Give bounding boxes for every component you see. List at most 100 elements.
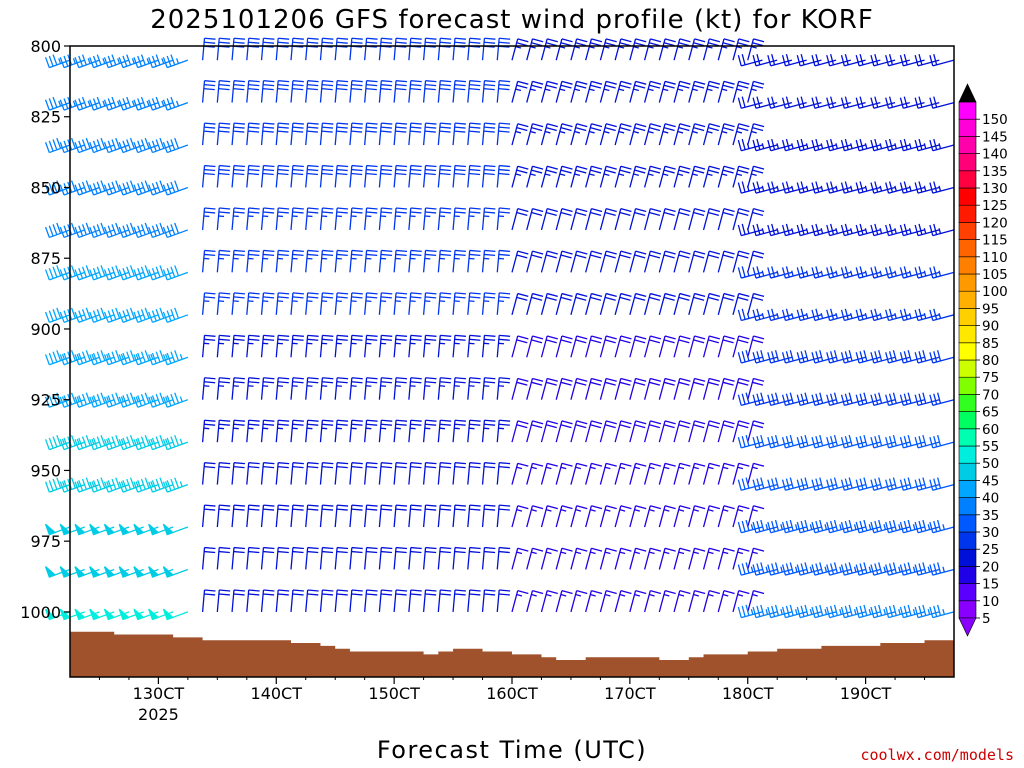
barb-feather xyxy=(848,350,853,362)
colorbar-label: 105 xyxy=(982,267,1008,283)
wind-barb xyxy=(526,505,544,528)
barb-feather xyxy=(694,208,706,213)
wind-barb xyxy=(717,590,735,613)
barb-feather xyxy=(708,42,719,47)
colorbar-segment xyxy=(958,531,977,550)
barb-feather xyxy=(170,351,176,363)
barb-feather xyxy=(133,481,139,493)
barb-feather xyxy=(933,393,938,405)
barb-feather xyxy=(796,564,801,576)
barb-feather xyxy=(204,80,216,83)
barb-feather xyxy=(855,479,860,491)
barb-feather xyxy=(263,508,275,511)
barb-feather xyxy=(454,377,466,380)
barb-feather xyxy=(96,266,102,278)
barb-feather xyxy=(322,419,334,422)
barb-half-feather xyxy=(91,396,95,402)
barb-feather xyxy=(366,419,378,422)
barb-feather xyxy=(859,266,864,278)
barb-feather xyxy=(48,98,54,109)
barb-feather xyxy=(440,207,452,210)
barb-feather xyxy=(844,223,849,235)
barb-pennant xyxy=(59,608,71,621)
barb-feather xyxy=(693,254,705,259)
barb-feather xyxy=(635,80,647,85)
barb-feather xyxy=(96,96,102,108)
barb-feather xyxy=(440,546,452,550)
barb-feather xyxy=(118,439,124,450)
barb-feather xyxy=(859,308,864,320)
barb-feather xyxy=(395,377,408,380)
barb-feather xyxy=(771,605,776,617)
barb-feather xyxy=(78,267,84,279)
barb-half-feather xyxy=(633,45,639,49)
barb-feather xyxy=(498,550,510,554)
barb-half-feather xyxy=(923,312,927,319)
wind-barb xyxy=(688,123,706,146)
wind-barb xyxy=(162,566,189,578)
barb-feather xyxy=(292,211,304,214)
barb-feather xyxy=(590,296,602,301)
barb-feather xyxy=(151,140,157,152)
barb-half-feather xyxy=(835,270,838,277)
barb-feather xyxy=(738,165,750,170)
credit-link[interactable]: coolwx.com/models xyxy=(860,746,1014,764)
wind-barb xyxy=(467,334,481,358)
barb-feather xyxy=(888,138,894,150)
barb-half-feather xyxy=(908,228,912,234)
barb-half-feather xyxy=(120,438,124,445)
barb-feather xyxy=(863,477,868,489)
barb-feather xyxy=(454,253,466,257)
wind-barb xyxy=(629,292,647,315)
wind-barb xyxy=(796,604,822,619)
barb-feather xyxy=(56,137,62,149)
barb-feather xyxy=(619,84,631,89)
barb-staff xyxy=(166,144,189,154)
barb-feather xyxy=(694,547,706,552)
barb-feather xyxy=(796,521,801,533)
barb-feather xyxy=(870,309,875,321)
barb-feather xyxy=(546,80,558,85)
barb-feather xyxy=(679,250,691,255)
wind-barb xyxy=(231,546,245,570)
barb-feather xyxy=(148,354,154,366)
barb-feather xyxy=(321,211,334,214)
barb-feather xyxy=(694,38,706,43)
barb-staff xyxy=(201,377,206,400)
barb-feather xyxy=(440,122,452,125)
barb-feather xyxy=(204,84,216,87)
barb-feather xyxy=(381,122,393,125)
wind-barb xyxy=(216,249,231,273)
barb-feather xyxy=(545,296,557,301)
barb-half-feather xyxy=(938,185,942,192)
barb-feather xyxy=(336,168,348,172)
barb-feather xyxy=(532,590,544,595)
barb-feather xyxy=(292,593,304,596)
barb-staff xyxy=(260,165,265,188)
barb-staff xyxy=(643,420,651,443)
barb-feather xyxy=(899,352,904,364)
wind-barb xyxy=(643,335,662,358)
barb-feather xyxy=(133,142,139,153)
barb-staff xyxy=(481,420,486,443)
barb-half-feather xyxy=(618,45,625,49)
barb-feather xyxy=(74,354,80,366)
barb-feather xyxy=(92,437,98,449)
barb-feather xyxy=(694,165,706,170)
barb-feather xyxy=(351,419,363,422)
wind-barb xyxy=(570,547,588,570)
barb-feather xyxy=(410,253,422,257)
wind-barb xyxy=(688,377,706,400)
barb-feather xyxy=(870,224,875,236)
barb-feather xyxy=(635,420,647,425)
barb-feather xyxy=(248,37,260,40)
wind-barb xyxy=(702,590,721,613)
barb-feather xyxy=(634,296,646,301)
barb-feather xyxy=(129,477,135,489)
barb-half-feather xyxy=(61,438,65,445)
barb-feather xyxy=(395,87,407,91)
barb-feather xyxy=(78,310,84,322)
barb-half-feather xyxy=(531,509,537,512)
barb-feather xyxy=(140,224,146,235)
barb-feather xyxy=(635,123,647,128)
